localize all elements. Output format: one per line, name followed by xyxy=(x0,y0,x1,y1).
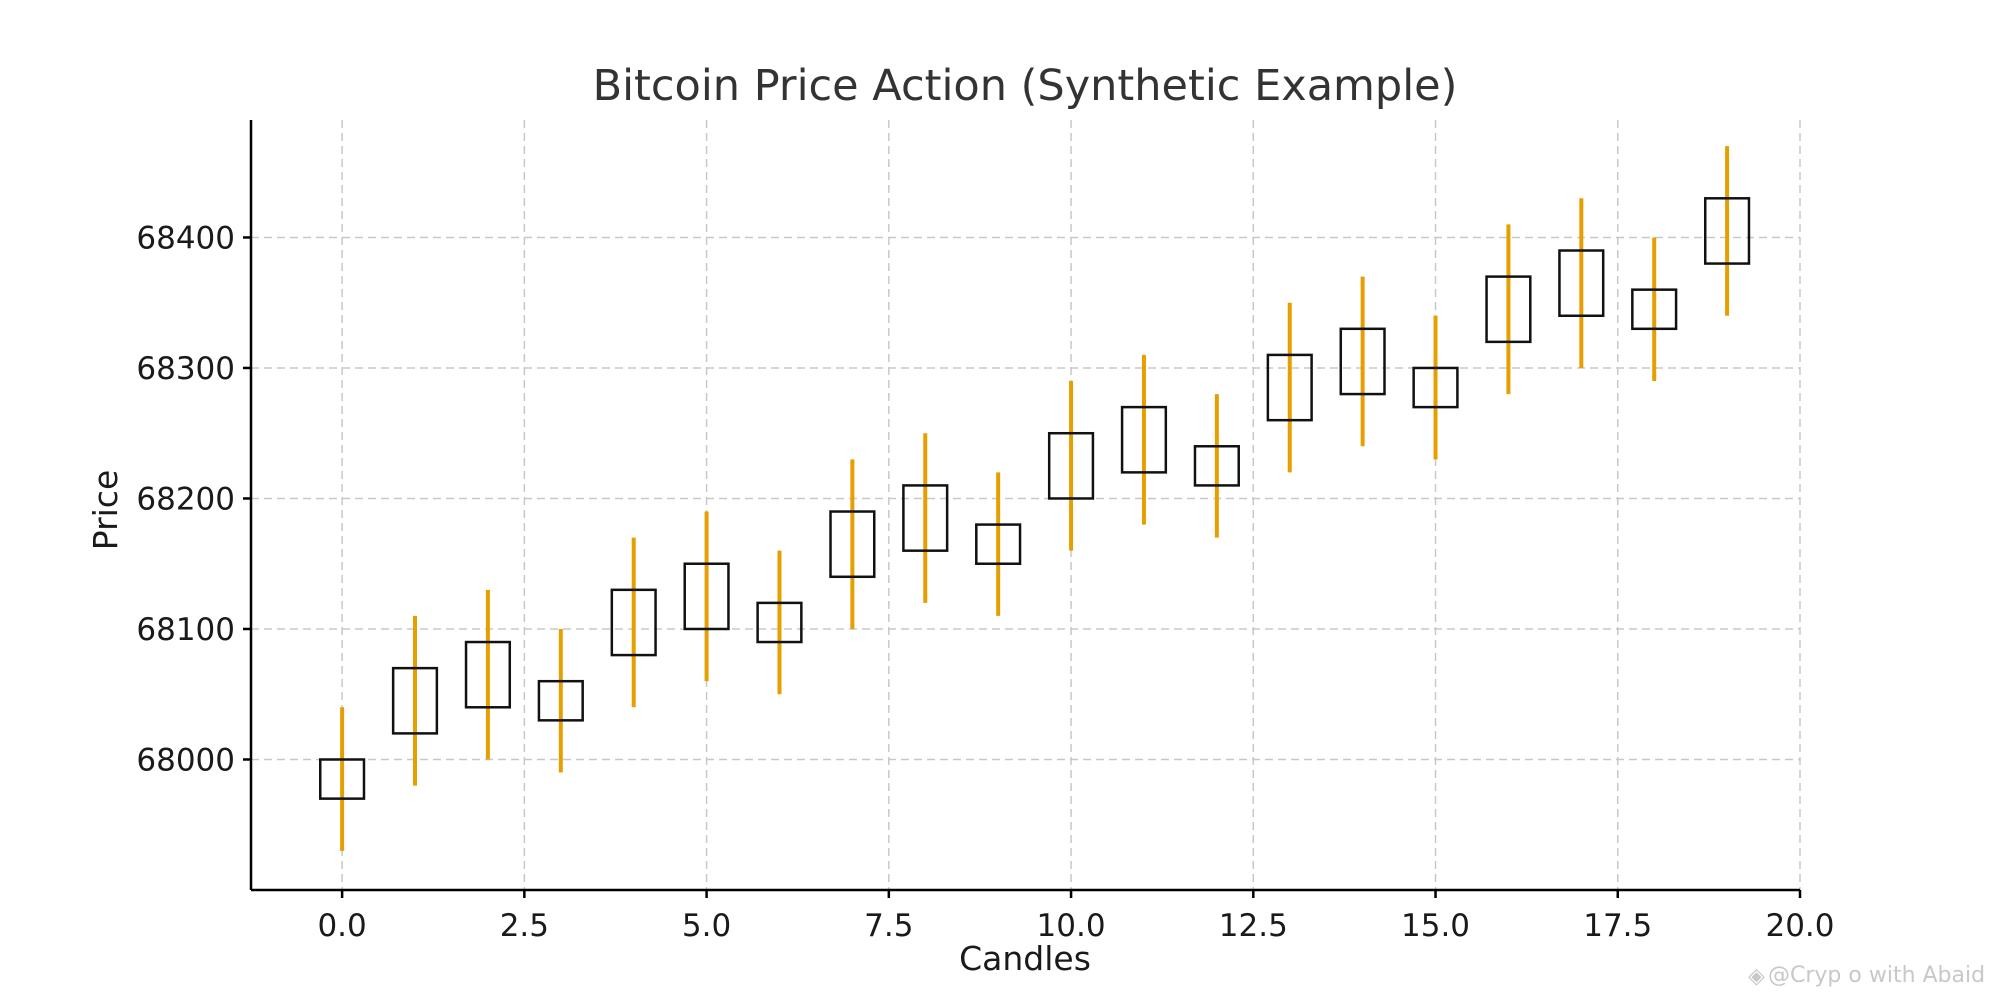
candle xyxy=(1485,224,1532,395)
candle-body xyxy=(1631,288,1678,331)
candle xyxy=(1412,315,1459,460)
candle-body xyxy=(391,666,439,735)
candle xyxy=(1266,302,1313,473)
candle-body xyxy=(464,640,512,709)
y-axis-label: Price xyxy=(86,470,125,551)
y-axis-ticks: 68000 68100 68200 68300 68400 xyxy=(136,220,251,778)
candle xyxy=(829,459,876,629)
candle-body xyxy=(1485,275,1532,344)
candle-body xyxy=(610,588,657,657)
candle-body xyxy=(1193,445,1240,487)
x-axis-label: Candles xyxy=(959,939,1091,978)
x-tick-label: 10.0 xyxy=(1037,908,1106,944)
x-axis-ticks: 0.0 2.5 5.0 7.5 10.0 12.5 15.0 17.5 20.0 xyxy=(317,890,1835,944)
y-tick-label: 68300 xyxy=(136,351,235,387)
watermark: ◈ @Cryp o with Abaid xyxy=(1748,963,1985,989)
candle xyxy=(1047,381,1095,551)
candle-body xyxy=(537,679,584,722)
x-tick-label: 20.0 xyxy=(1765,908,1834,944)
candle xyxy=(1193,394,1240,538)
candle xyxy=(391,615,439,786)
x-tick-label: 5.0 xyxy=(682,908,731,944)
candle-body xyxy=(829,510,876,579)
grid xyxy=(251,120,1801,890)
x-tick-label: 12.5 xyxy=(1219,908,1288,944)
candle xyxy=(537,628,584,773)
candle-body xyxy=(1558,249,1605,318)
candle xyxy=(902,433,949,603)
watermark-text: @Cryp o with Abaid xyxy=(1768,963,1985,988)
chart-title: Bitcoin Price Action (Synthetic Example) xyxy=(593,61,1458,111)
x-tick-label: 2.5 xyxy=(500,908,549,944)
candle-body xyxy=(756,601,803,644)
candle-body xyxy=(1412,366,1459,409)
candle xyxy=(1339,276,1386,447)
y-tick-label: 68000 xyxy=(136,742,235,778)
candle-body xyxy=(1703,197,1751,265)
candle-body xyxy=(1339,327,1386,396)
y-tick-label: 68200 xyxy=(136,481,235,517)
x-tick-label: 0.0 xyxy=(317,908,366,944)
candle xyxy=(1631,237,1678,382)
candle-body xyxy=(683,562,730,631)
candle xyxy=(1120,354,1168,525)
y-tick-label: 68100 xyxy=(136,612,235,648)
candle-body xyxy=(975,523,1022,565)
candle-body xyxy=(318,758,366,800)
watermark-logo-icon: ◈ xyxy=(1748,964,1765,989)
candle-body xyxy=(1266,353,1313,422)
candle xyxy=(464,589,512,760)
candle-body xyxy=(902,484,949,552)
x-tick-label: 15.0 xyxy=(1401,908,1470,944)
x-tick-label: 7.5 xyxy=(864,908,913,944)
candle xyxy=(756,550,803,695)
candles xyxy=(318,146,1751,851)
candle-body xyxy=(1047,431,1095,500)
candle xyxy=(683,511,730,682)
x-tick-label: 17.5 xyxy=(1583,908,1652,944)
candle xyxy=(318,707,366,851)
y-tick-label: 68400 xyxy=(136,220,235,256)
candle xyxy=(975,472,1022,616)
candle xyxy=(610,537,657,708)
candle xyxy=(1703,146,1751,316)
candle-body xyxy=(1120,405,1168,474)
candle xyxy=(1558,198,1605,368)
